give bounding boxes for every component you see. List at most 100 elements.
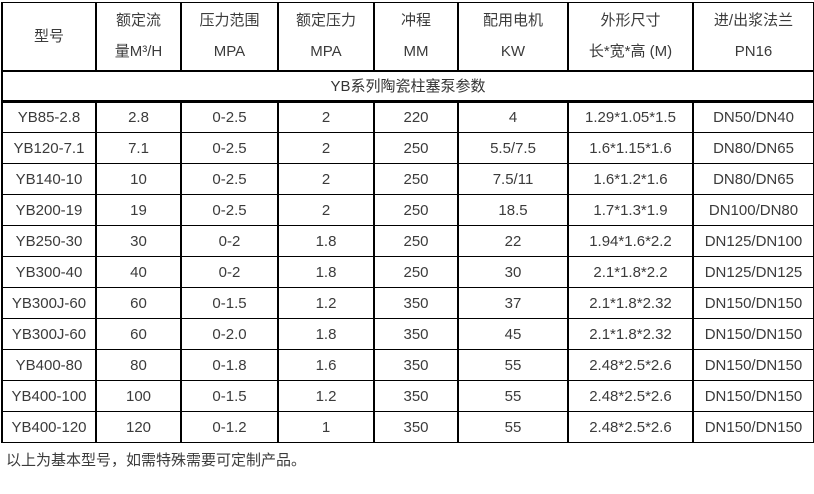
table-cell: DN150/DN150 xyxy=(692,287,814,319)
table-cell: 0-1.8 xyxy=(180,349,279,381)
table-cell: 1.8 xyxy=(277,256,375,288)
model-cell: YB300J-60 xyxy=(1,287,97,319)
table-cell: DN150/DN150 xyxy=(692,380,814,412)
table-cell: 40 xyxy=(95,256,182,288)
table-row: YB400-80 80 0-1.8 1.6 350 55 2.48*2.5*2.6 DN150… xyxy=(1,349,814,381)
model-cell: YB400-80 xyxy=(1,349,97,381)
table-cell: 55 xyxy=(457,349,569,381)
table-row: YB200-19 19 0-2.5 2 250 18.5 1.7*1.3*1.9 DN100/… xyxy=(1,194,814,226)
table-cell: 0-2.5 xyxy=(180,132,279,164)
table-row: YB140-10 10 0-2.5 2 250 7.5/11 1.6*1.2*1.6 DN80… xyxy=(1,163,814,195)
table-cell: 100 xyxy=(95,380,182,412)
table-header: 型号 额定流 量M³/H 压力范围 MPA 额定压力 MPA 冲程 MM 配用电机 KW 外形尺寸 长*… xyxy=(1,2,814,71)
table-cell: DN50/DN40 xyxy=(692,101,814,133)
table-cell: 0-2 xyxy=(180,256,279,288)
table-row: YB300J-60 60 0-1.5 1.2 350 37 2.1*1.8*2.32 DN15… xyxy=(1,287,814,319)
table-cell: 80 xyxy=(95,349,182,381)
table-title-row: YB系列陶瓷柱塞泵参数 xyxy=(1,69,814,103)
table-cell: 4 xyxy=(457,101,569,133)
table-row: YB300J-60 60 0-2.0 1.8 350 45 2.1*1.8*2.32 DN15… xyxy=(1,318,814,350)
table-cell: 1.29*1.05*1.5 xyxy=(567,101,694,133)
table-title: YB系列陶瓷柱塞泵参数 xyxy=(1,69,814,103)
model-cell: YB200-19 xyxy=(1,194,97,226)
column-header: 配用电机 KW xyxy=(457,2,569,71)
table-cell: 250 xyxy=(373,256,459,288)
column-header-line: 额定流 xyxy=(115,12,161,30)
table-cell: 2 xyxy=(277,132,375,164)
table-cell: 2.1*1.8*2.2 xyxy=(567,256,694,288)
table-cell: 1.8 xyxy=(277,225,375,257)
table-cell: 1.94*1.6*2.2 xyxy=(567,225,694,257)
table-cell: 1.8 xyxy=(277,318,375,350)
table-cell: 0-2.5 xyxy=(180,194,279,226)
table-cell: 2.1*1.8*2.32 xyxy=(567,287,694,319)
table-cell: DN150/DN150 xyxy=(692,318,814,350)
table-cell: 0-2 xyxy=(180,225,279,257)
model-cell: YB85-2.8 xyxy=(1,101,97,133)
model-cell: YB140-10 xyxy=(1,163,97,195)
table-cell: 1.2 xyxy=(277,287,375,319)
table-cell: 37 xyxy=(457,287,569,319)
table-cell: 350 xyxy=(373,287,459,319)
column-header-line: PN16 xyxy=(734,43,773,61)
table-cell: 2.1*1.8*2.32 xyxy=(567,318,694,350)
table-row: YB120-7.1 7.1 0-2.5 2 250 5.5/7.5 1.6*1.15*1.6… xyxy=(1,132,814,164)
table-cell: DN150/DN150 xyxy=(692,411,814,443)
table-cell: 60 xyxy=(95,287,182,319)
table-cell: 0-1.5 xyxy=(180,287,279,319)
table-cell: DN80/DN65 xyxy=(692,132,814,164)
table-cell: 1.2 xyxy=(277,380,375,412)
column-header-line: MM xyxy=(403,43,429,61)
column-header-line: 长*宽*高 (M) xyxy=(588,43,673,61)
column-header: 压力范围 MPA xyxy=(180,2,279,71)
column-header: 额定压力 MPA xyxy=(277,2,375,71)
model-cell: YB250-30 xyxy=(1,225,97,257)
table-cell: 2.48*2.5*2.6 xyxy=(567,411,694,443)
column-header-line: 配用电机 xyxy=(482,12,543,30)
table-cell: 0-2.0 xyxy=(180,318,279,350)
table-cell: 250 xyxy=(373,225,459,257)
column-header: 额定流 量M³/H xyxy=(95,2,182,71)
model-cell: YB120-7.1 xyxy=(1,132,97,164)
table-cell: 1.6*1.2*1.6 xyxy=(567,163,694,195)
table-cell: 1.6*1.15*1.6 xyxy=(567,132,694,164)
table-cell: 250 xyxy=(373,163,459,195)
column-header-line: 型号 xyxy=(33,27,64,45)
table-cell: 30 xyxy=(457,256,569,288)
table-row: YB300-40 40 0-2 1.8 250 30 2.1*1.8*2.2 DN125/DN… xyxy=(1,256,814,288)
header-row: 型号 额定流 量M³/H 压力范围 MPA 额定压力 MPA 冲程 MM 配用电机 KW 外形尺寸 长*… xyxy=(1,2,814,71)
table-cell: DN125/DN125 xyxy=(692,256,814,288)
table-cell: DN100/DN80 xyxy=(692,194,814,226)
table-cell: 30 xyxy=(95,225,182,257)
table-cell: 220 xyxy=(373,101,459,133)
table-cell: 350 xyxy=(373,318,459,350)
column-header: 进/出浆法兰 PN16 xyxy=(692,2,814,71)
column-header: 外形尺寸 长*宽*高 (M) xyxy=(567,2,694,71)
column-header-line: 额定压力 xyxy=(295,12,356,30)
table-row: YB400-100 100 0-1.5 1.2 350 55 2.48*2.5*2.6 DN1… xyxy=(1,380,814,412)
table-cell: 0-1.2 xyxy=(180,411,279,443)
table-cell: 0-1.5 xyxy=(180,380,279,412)
table-cell: 2.48*2.5*2.6 xyxy=(567,349,694,381)
table-cell: 250 xyxy=(373,194,459,226)
table-cell: 7.5/11 xyxy=(457,163,569,195)
table-cell: 350 xyxy=(373,349,459,381)
column-header-line: 压力范围 xyxy=(199,12,260,30)
table-cell: 120 xyxy=(95,411,182,443)
table-cell: 1.7*1.3*1.9 xyxy=(567,194,694,226)
model-cell: YB400-100 xyxy=(1,380,97,412)
title-section: YB系列陶瓷柱塞泵参数 xyxy=(1,69,814,103)
column-header-line: MPA xyxy=(213,43,246,61)
table-cell: 55 xyxy=(457,411,569,443)
column-header: 型号 xyxy=(1,2,97,71)
column-header-line: MPA xyxy=(310,43,342,61)
table-cell: 19 xyxy=(95,194,182,226)
table-cell: 7.1 xyxy=(95,132,182,164)
table-cell: 1 xyxy=(277,411,375,443)
table-cell: 10 xyxy=(95,163,182,195)
page-container: YB系列陶瓷柱塞泵参数 型号 额定流 量M³/H 压力范围 MPA 额定压力 MPA 冲程 MM… xyxy=(1,2,814,469)
table-row: YB85-2.8 2.8 0-2.5 2 220 4 1.29*1.05*1.5 DN50/D… xyxy=(1,101,814,133)
table-cell: 350 xyxy=(373,380,459,412)
table-cell: 5.5/7.5 xyxy=(457,132,569,164)
table-cell: DN150/DN150 xyxy=(692,349,814,381)
